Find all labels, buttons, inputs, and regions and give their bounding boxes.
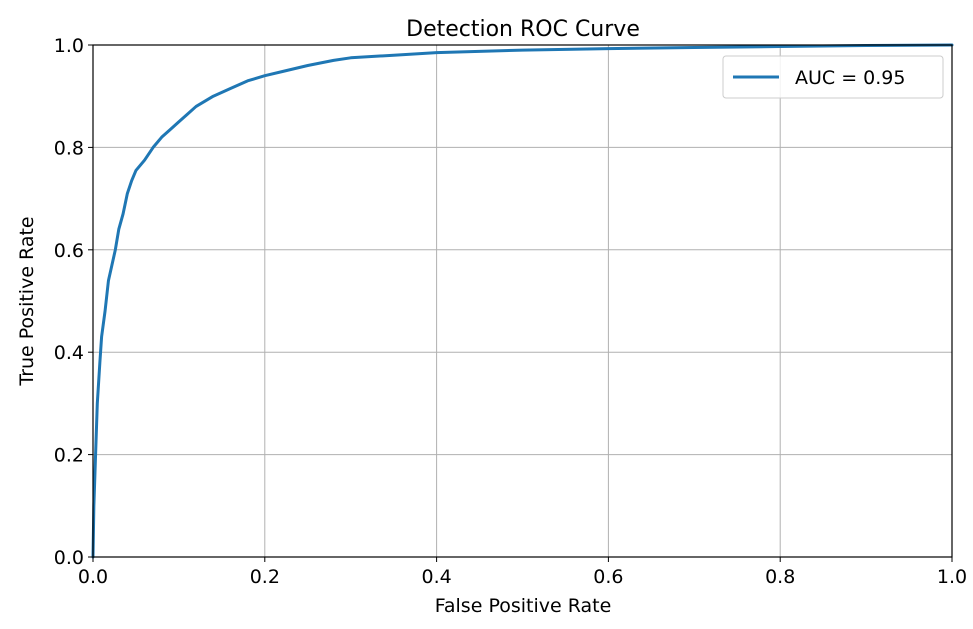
y-tick-label: 0.4 xyxy=(54,342,84,364)
y-axis-title: True Positive Rate xyxy=(16,216,38,386)
chart-title: Detection ROC Curve xyxy=(406,17,640,42)
x-tick-label: 0.6 xyxy=(593,566,623,588)
roc-curve-line xyxy=(91,43,954,559)
x-tick-label: 0.8 xyxy=(765,566,795,588)
grid xyxy=(92,44,953,558)
plot-frame xyxy=(92,44,953,558)
x-tick-label: 0.4 xyxy=(421,566,451,588)
x-tick-label: 1.0 xyxy=(937,566,967,588)
x-axis-ticks: 0.0 0.2 0.4 0.6 0.8 1.0 xyxy=(78,557,967,588)
y-tick-label: 0.0 xyxy=(54,547,84,569)
x-tick-label: 0.2 xyxy=(250,566,280,588)
x-axis-title: False Positive Rate xyxy=(435,595,612,617)
x-tick-label: 0.0 xyxy=(78,566,108,588)
legend-label: AUC = 0.95 xyxy=(795,67,905,89)
legend-box xyxy=(722,55,944,99)
y-axis-ticks: 0.0 0.2 0.4 0.6 0.8 1.0 xyxy=(54,35,93,569)
y-tick-label: 0.2 xyxy=(54,445,84,467)
series-layer xyxy=(91,43,954,559)
y-tick-label: 0.8 xyxy=(54,137,84,159)
legend: AUC = 0.95 xyxy=(722,55,944,99)
y-tick-label: 1.0 xyxy=(54,35,84,57)
y-tick-label: 0.6 xyxy=(54,240,84,262)
